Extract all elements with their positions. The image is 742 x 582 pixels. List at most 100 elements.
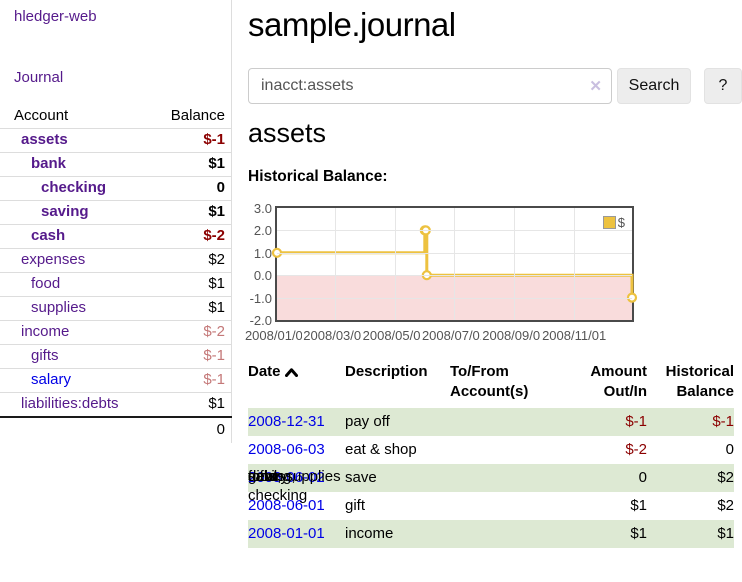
- transaction-accounts: saving, checking: [248, 468, 308, 504]
- transaction-amount: $-2: [625, 441, 647, 458]
- page-title: sample.journal: [248, 6, 456, 43]
- transaction-accounts: debts: [248, 468, 285, 485]
- account-balance: $-1: [203, 371, 225, 388]
- y-tick-label: 1.0: [253, 245, 272, 261]
- account-row: saving $1: [0, 200, 232, 224]
- account-balance: $1: [208, 203, 225, 220]
- v-gridline: [573, 208, 575, 320]
- transaction-date-link[interactable]: 2008-06-01: [248, 497, 325, 514]
- account-row: expenses $2: [0, 248, 232, 272]
- register-row: 2008-12-31 pay off debts $-1 $-1: [248, 408, 734, 485]
- transaction-description: income: [345, 525, 394, 542]
- account-balance: $1: [208, 155, 225, 172]
- main-content: sample.journal ✕ Search ? assets Histori…: [244, 0, 742, 582]
- account-row: supplies $1: [0, 296, 232, 320]
- clear-search-icon[interactable]: ✕: [589, 78, 602, 95]
- transaction-description: eat & shop: [345, 441, 417, 458]
- account-link-salary[interactable]: salary: [31, 371, 72, 388]
- accounts-total: 0: [0, 416, 232, 441]
- account-row: assets $-1: [0, 128, 232, 152]
- account-row: liabilities:debts $1: [0, 392, 232, 416]
- x-tick-label: 2008/11/01: [540, 328, 608, 343]
- account-link-bank[interactable]: bank: [31, 155, 67, 172]
- transaction-description: gift: [345, 497, 366, 514]
- account-row: cash $-2: [0, 224, 232, 248]
- register-row: 2008-06-02 save saving, checking 0 $2: [248, 464, 734, 504]
- chart-section-label: Historical Balance:: [248, 168, 388, 185]
- account-balance: $-2: [203, 227, 225, 244]
- account-row: gifts $-1: [0, 344, 232, 368]
- account-link-saving[interactable]: saving: [41, 203, 89, 220]
- column-header-date[interactable]: Date: [248, 360, 345, 408]
- account-balance: 0: [216, 179, 225, 196]
- date-header-label: Date: [248, 363, 281, 380]
- transaction-accounts: food, supplies: [248, 468, 341, 485]
- transaction-date-link[interactable]: 2008-06-02: [248, 469, 325, 486]
- sidebar-item-journal[interactable]: Journal: [14, 69, 64, 86]
- y-tick-label: -2.0: [249, 313, 272, 328]
- transaction-balance: $1: [717, 525, 734, 542]
- x-tick-label: 2008/01/01: [244, 328, 311, 343]
- account-link-food[interactable]: food: [31, 275, 61, 292]
- account-row: income $-2: [0, 320, 232, 344]
- register-row: 2008-01-01 income salary $1 $1: [248, 468, 734, 548]
- account-link-cash[interactable]: cash: [31, 227, 66, 244]
- v-gridline: [335, 208, 337, 320]
- account-link-supplies[interactable]: supplies: [31, 299, 87, 316]
- transaction-description: save: [345, 469, 377, 486]
- search-box: ✕: [248, 68, 612, 104]
- x-tick-label: 2008/03/01: [302, 328, 370, 343]
- transaction-balance: $2: [717, 497, 734, 514]
- y-tick-label: 0.0: [253, 268, 272, 284]
- register-row: 2008-06-01 gift gifts $1 $2: [248, 468, 734, 520]
- register-table: Date Description To/From Account(s) Amou…: [248, 360, 734, 548]
- account-balance: $1: [208, 395, 225, 412]
- search-input[interactable]: [248, 68, 612, 104]
- y-tick-label: 3.0: [253, 201, 272, 216]
- legend-swatch-icon: [602, 216, 616, 229]
- x-tick-label: 2008/07/01: [421, 328, 488, 343]
- account-link-liabilities-debts[interactable]: liabilities:debts: [21, 395, 119, 412]
- accounts-table: Account Balance assets $-1 bank $1 check…: [0, 103, 232, 441]
- v-gridline: [514, 208, 516, 320]
- transaction-date-link[interactable]: 2008-01-01: [248, 525, 325, 542]
- account-link-expenses[interactable]: expenses: [21, 251, 86, 268]
- account-balance: $-2: [203, 323, 225, 340]
- x-tick-label: 2008/05/01: [361, 328, 429, 343]
- register-row: 2008-06-03 eat & shop food, supplies $-2…: [248, 436, 734, 485]
- sidebar: hledger-web Journal Account Balance asse…: [0, 0, 232, 443]
- sort-ascending-icon: [284, 363, 298, 383]
- v-gridline: [454, 208, 455, 320]
- account-row: salary $-1: [0, 368, 232, 392]
- transaction-date-link[interactable]: 2008-12-31: [248, 413, 325, 430]
- app-title-link[interactable]: hledger-web: [14, 8, 97, 25]
- transaction-balance: $2: [717, 469, 734, 486]
- transaction-amount: $1: [630, 525, 647, 542]
- legend-label: $: [617, 215, 625, 230]
- account-heading: assets: [248, 118, 327, 148]
- account-row: checking 0: [0, 176, 232, 200]
- column-header-accounts: To/From Account(s): [450, 363, 529, 400]
- account-link-assets[interactable]: assets: [21, 131, 68, 148]
- column-header-amount: Amount Out/In: [590, 363, 647, 400]
- help-button[interactable]: ?: [704, 68, 742, 104]
- account-balance: $1: [208, 275, 225, 292]
- column-header-balance: Historical Balance: [665, 363, 734, 400]
- search-form: ✕ Search ?: [248, 68, 742, 104]
- transaction-date-link[interactable]: 2008-06-03: [248, 441, 325, 458]
- account-link-gifts[interactable]: gifts: [31, 347, 59, 364]
- register-header-row: Date Description To/From Account(s) Amou…: [248, 360, 734, 408]
- account-row: bank $1: [0, 152, 232, 176]
- account-balance: $-1: [203, 347, 225, 364]
- balance-chart: $ 3.0 2.0 1.0 0.0 -1.0 -2.0 2008/01/01 2008/03/…: [244, 201, 742, 348]
- account-link-income[interactable]: income: [21, 323, 70, 340]
- transaction-description: pay off: [345, 413, 390, 430]
- account-link-checking[interactable]: checking: [41, 179, 107, 196]
- account-row: food $1: [0, 272, 232, 296]
- transaction-amount: 0: [638, 469, 647, 486]
- search-button[interactable]: Search: [617, 68, 691, 104]
- account-balance: $1: [208, 299, 225, 316]
- transaction-balance: 0: [725, 441, 734, 458]
- transaction-amount: $1: [630, 497, 647, 514]
- chart-legend: $: [600, 214, 627, 231]
